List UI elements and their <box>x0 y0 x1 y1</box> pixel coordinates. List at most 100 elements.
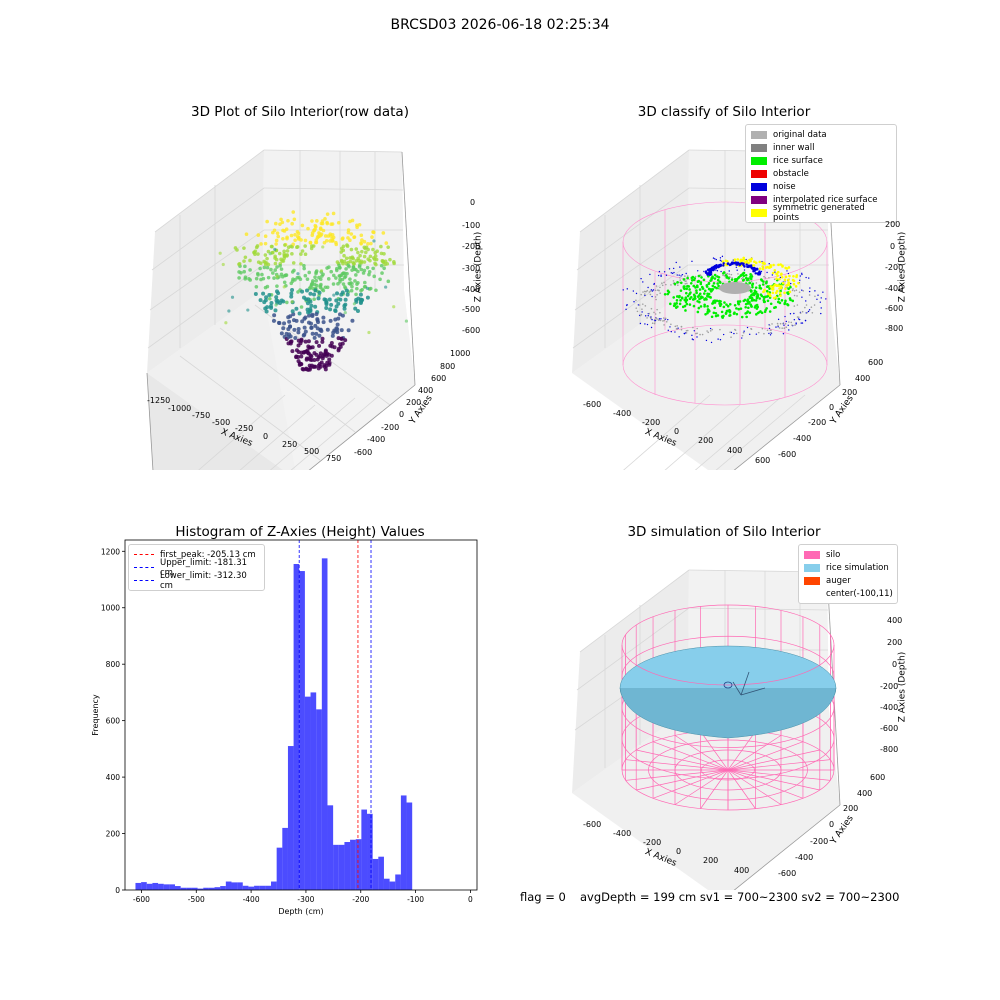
noise-point <box>787 324 789 326</box>
raw-xtick: -250 <box>235 424 254 433</box>
legend-item-noise: noise <box>751 180 891 193</box>
rice-surface-point <box>700 276 703 279</box>
rice-surface-point <box>728 310 732 314</box>
rice-surface-point <box>744 305 747 309</box>
raw-point <box>264 309 269 314</box>
noise-point <box>675 261 677 264</box>
rice-surface-point <box>698 288 702 291</box>
noise-point <box>626 304 628 307</box>
original-point <box>661 284 664 287</box>
symmetric-point <box>736 258 740 261</box>
original-point <box>770 329 772 331</box>
raw-point <box>274 257 279 262</box>
raw-point <box>274 295 279 300</box>
raw-point <box>333 317 338 322</box>
rice-surface-point <box>784 299 787 303</box>
original-point <box>737 273 739 275</box>
symmetric-point <box>745 261 749 264</box>
raw-point <box>289 281 294 286</box>
sim-ztick: -600 <box>880 724 899 733</box>
raw-point <box>237 276 241 280</box>
cls-zlabel: Z Axies (Depth) <box>897 231 908 303</box>
rice-surface-point <box>786 303 789 306</box>
rice-surface-point <box>711 288 715 291</box>
original-point <box>788 321 790 323</box>
raw-point <box>303 238 308 243</box>
noise-point <box>712 257 715 259</box>
symmetric-point <box>778 277 781 281</box>
noise-point <box>817 294 819 296</box>
raw-point <box>282 249 286 254</box>
raw-point <box>304 349 309 354</box>
symmetric-point <box>781 281 785 285</box>
obstacle-swatch <box>751 169 767 178</box>
raw-point <box>381 231 386 235</box>
raw-point <box>281 326 286 331</box>
rice-surface-point <box>680 296 684 299</box>
rice-surface-point <box>709 296 712 299</box>
symmetric-point <box>775 277 778 281</box>
original-point <box>686 282 688 285</box>
rice-surface-point <box>695 291 698 295</box>
legend-item-lower-limit: Lower_limit: -312.30 cm <box>134 571 259 591</box>
sim-ytick: 400 <box>857 789 873 798</box>
raw-point <box>293 232 297 237</box>
noise-point <box>633 301 635 303</box>
original-point <box>659 292 661 295</box>
cls-ztick: -800 <box>885 324 904 333</box>
original-point <box>699 274 702 277</box>
raw-point <box>346 228 351 232</box>
raw-ztick: -300 <box>462 264 481 273</box>
raw-point <box>294 318 299 323</box>
raw-point <box>302 263 306 268</box>
original-point <box>656 308 658 311</box>
lower-limit-line-swatch <box>134 580 154 581</box>
raw-point <box>289 233 294 238</box>
raw-point <box>235 248 239 252</box>
raw-ytick: 400 <box>418 386 434 395</box>
original-point <box>806 311 809 314</box>
original-point <box>699 333 701 336</box>
raw-point <box>266 275 271 280</box>
original-point <box>679 279 682 281</box>
original-point <box>773 278 776 281</box>
raw-point <box>326 277 331 281</box>
raw-point <box>336 220 341 225</box>
original-point <box>791 289 794 292</box>
histogram-bar <box>186 887 192 890</box>
noise-point <box>805 276 807 279</box>
raw-point <box>382 266 386 271</box>
rice-surface-point <box>679 299 682 302</box>
original-point <box>676 325 678 327</box>
noise-point <box>626 288 628 290</box>
raw-point <box>314 331 319 336</box>
noise-point <box>801 273 803 276</box>
noise-point <box>795 322 797 324</box>
original-point <box>726 272 729 275</box>
rice-surface-point <box>683 298 687 302</box>
raw-point <box>349 288 354 293</box>
noise-point <box>726 262 729 266</box>
raw-point <box>312 357 317 362</box>
raw-point <box>339 328 344 333</box>
raw-point <box>343 338 348 343</box>
noise-point <box>644 294 646 297</box>
noise-point <box>685 272 687 275</box>
raw-point <box>325 266 329 270</box>
rice-surface-point <box>688 288 691 291</box>
noise-point <box>746 326 749 329</box>
original-point <box>655 317 658 319</box>
classify-panel-title: 3D classify of Silo Interior <box>637 104 811 120</box>
noise-point <box>705 271 708 275</box>
original-point <box>810 306 813 309</box>
histogram-bar <box>141 882 147 890</box>
cls-xtick: 600 <box>755 456 771 465</box>
original-point <box>799 312 802 314</box>
histogram-bar <box>400 795 407 890</box>
raw-point <box>310 314 315 319</box>
symmetric-point <box>778 287 781 290</box>
original-point <box>649 290 652 292</box>
symmetric-point <box>787 282 790 286</box>
rice-surface-point <box>765 285 769 288</box>
noise-point <box>752 268 755 272</box>
